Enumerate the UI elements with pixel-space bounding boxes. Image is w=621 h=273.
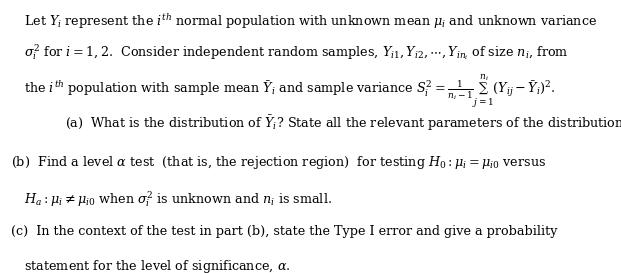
Text: the $i^{th}$ population with sample mean $\bar{Y}_i$ and sample variance $S_i^2 : the $i^{th}$ population with sample mean… bbox=[24, 72, 555, 109]
Text: $\sigma_i^2$ for $i = 1, 2$.  Consider independent random samples, $Y_{i1}, Y_{i: $\sigma_i^2$ for $i = 1, 2$. Consider in… bbox=[24, 42, 568, 62]
Text: statement for the level of significance, $\alpha$.: statement for the level of significance,… bbox=[24, 258, 290, 273]
Text: $H_a : \mu_i \neq \mu_{i0}$ when $\sigma_i^2$ is unknown and $n_i$ is small.: $H_a : \mu_i \neq \mu_{i0}$ when $\sigma… bbox=[24, 190, 332, 209]
Text: (c)  In the context of the test in part (b), state the Type I error and give a p: (c) In the context of the test in part (… bbox=[11, 225, 558, 238]
Text: Let $Y_i$ represent the $i^{th}$ normal population with unknown mean $\mu_i$ and: Let $Y_i$ represent the $i^{th}$ normal … bbox=[24, 12, 597, 31]
Text: (a)  What is the distribution of $\bar{Y}_i$? State all the relevant parameters : (a) What is the distribution of $\bar{Y}… bbox=[65, 113, 621, 133]
Text: (b)  Find a level $\alpha$ test  (that is, the rejection region)  for testing $H: (b) Find a level $\alpha$ test (that is,… bbox=[11, 154, 546, 171]
